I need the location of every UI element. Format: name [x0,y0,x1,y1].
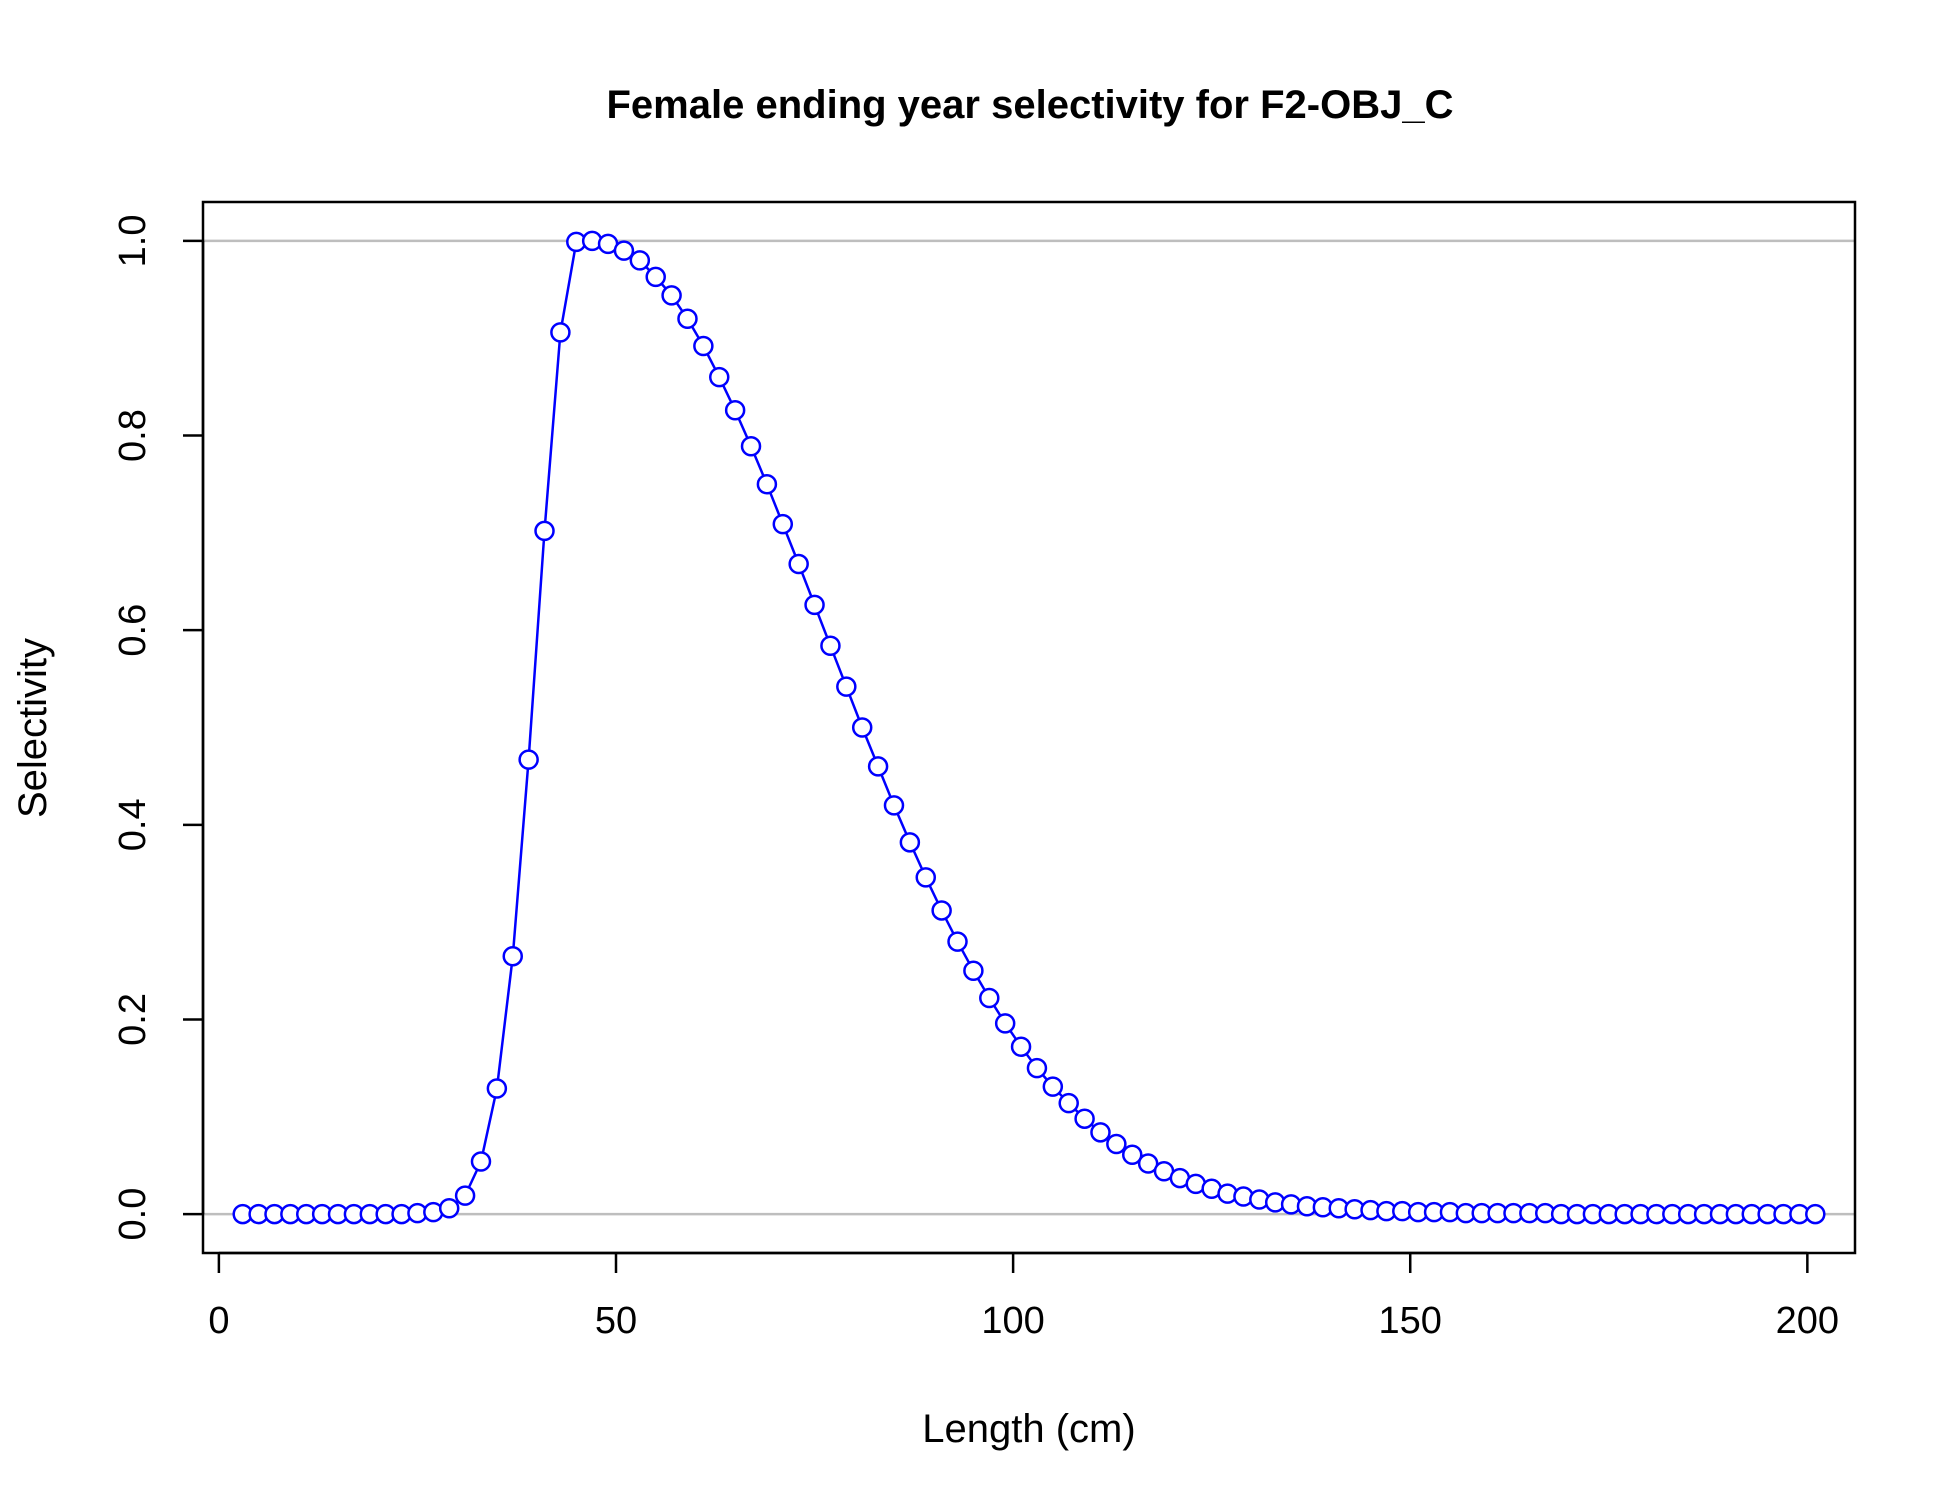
data-point [851,717,873,738]
data-point [883,795,905,816]
data-point [1026,1057,1048,1079]
data-point [1074,1108,1095,1129]
data-point [709,366,730,388]
data-point [502,945,523,967]
data-point [454,1185,476,1206]
data-point [486,1078,508,1099]
data-point [1042,1076,1064,1097]
y-tick-label: 0.8 [112,409,154,462]
data-point [661,285,682,306]
x-tick-label: 100 [981,1300,1044,1342]
data-point [836,676,857,697]
y-tick-label: 0.2 [112,993,154,1046]
data-point [470,1151,492,1172]
data-point [518,749,539,770]
data-point [899,832,921,853]
data-point [645,266,666,288]
data-point [1058,1092,1079,1114]
data-point [963,960,984,982]
data-point [534,520,555,542]
data-point [788,553,809,575]
data-point [438,1197,460,1219]
x-axis-label: Length (cm) [922,1407,1135,1451]
data-point [979,987,1000,1009]
data-point [629,250,651,271]
x-axis: 0 50 100 150 200 [208,1251,1839,1342]
data-point [1805,1203,1826,1225]
data-point [931,900,952,921]
data-point [867,756,889,777]
data-point [804,594,825,616]
data-point [677,308,698,330]
data-point [994,1013,1016,1034]
data-point [724,400,746,421]
data-point [820,635,841,657]
x-tick-label: 0 [208,1300,229,1342]
y-axis: 0.0 0.2 0.4 0.6 0.8 1.0 [112,215,205,1241]
y-tick-label: 0.6 [112,604,154,657]
x-tick-label: 200 [1776,1300,1839,1342]
y-tick-label: 1.0 [112,215,154,268]
data-point [740,436,762,457]
data-point [1010,1036,1032,1057]
chart-title: Female ending year selectivity for F2-OB… [607,83,1454,127]
y-axis-label: Selectivity [11,638,55,818]
data-point [756,473,778,495]
data-point [772,513,794,535]
data-point [693,335,714,357]
data-point [915,867,936,888]
x-tick-label: 150 [1379,1300,1442,1342]
y-tick-label: 0.4 [112,798,154,851]
data-point [947,931,968,952]
data-point [1106,1133,1127,1155]
data-point [1090,1122,1111,1143]
y-tick-label: 0.0 [112,1188,154,1241]
data-point [550,322,571,343]
data-point [613,240,635,261]
data-point [1137,1153,1159,1174]
data-points [232,230,1826,1225]
x-tick-label: 50 [595,1300,637,1342]
data-point [1122,1144,1143,1165]
